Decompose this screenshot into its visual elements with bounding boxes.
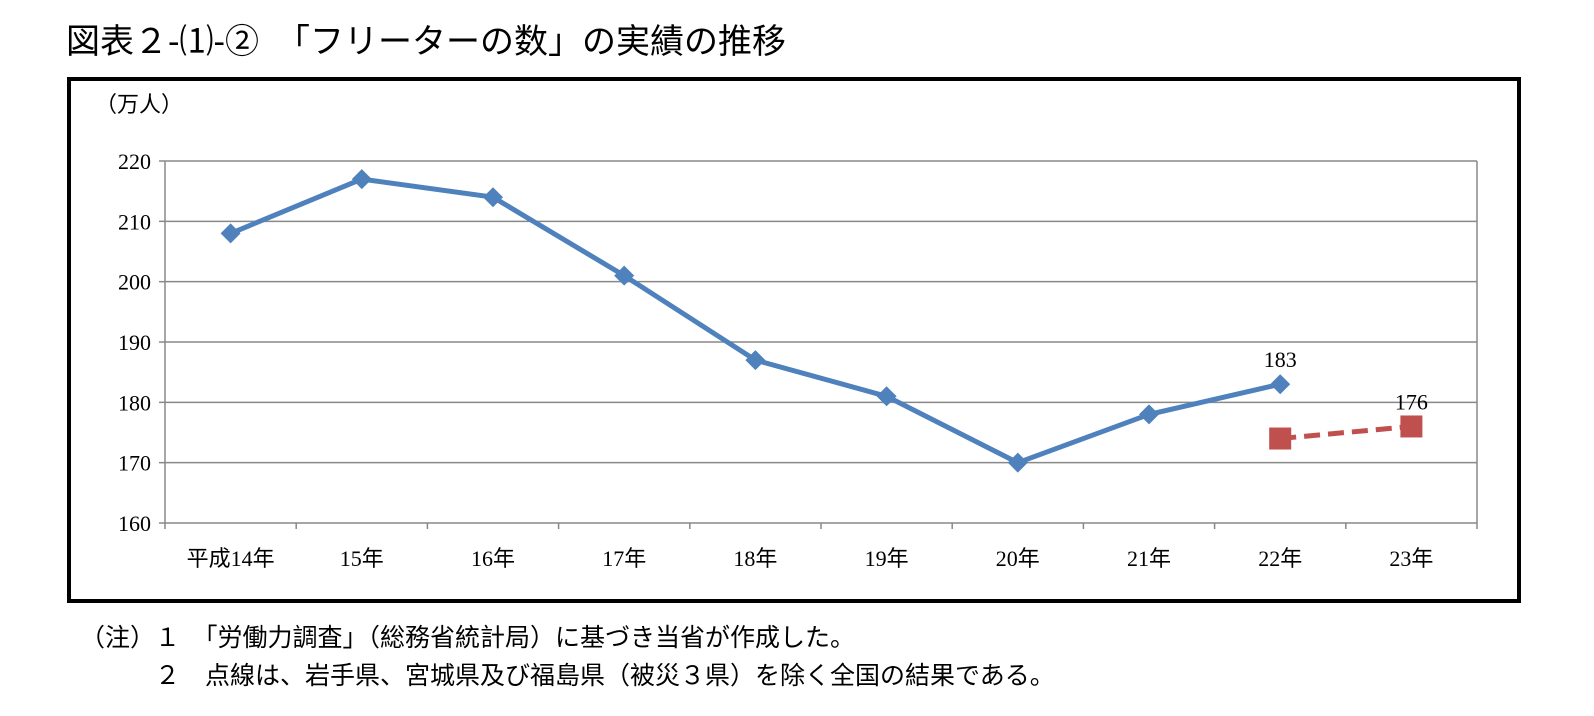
series-line-1 (1279, 423, 1412, 442)
x-tick-label: 15年 (340, 546, 384, 571)
chart-title: 図表２-⑴-② 「フリーターの数」の実績の推移 (66, 22, 786, 62)
note-1: （注）１ 「労働力調査」（総務省統計局）に基づき当省が作成した。 (80, 623, 856, 652)
y-tick-label: 220 (118, 149, 151, 174)
x-tick-label: 20年 (996, 546, 1040, 571)
data-point-diamond (1139, 404, 1159, 425)
x-tick-label: 23年 (1389, 546, 1433, 571)
data-point-diamond (220, 223, 241, 244)
note-2: ２ 点線は、岩手県、宮城県及び福島県（被災３県）を除く全国の結果である。 (80, 661, 1055, 690)
data-point-diamond (483, 187, 503, 208)
x-tick-label: 18年 (733, 546, 777, 571)
data-label: 176 (1395, 389, 1428, 414)
y-tick-label: 200 (118, 270, 151, 295)
chart-frame (67, 77, 1521, 603)
y-tick-label: 210 (118, 209, 151, 234)
data-point-diamond (1007, 452, 1028, 473)
x-tick-label: 19年 (865, 546, 909, 571)
data-point-square (1400, 415, 1423, 438)
data-point-diamond (745, 350, 766, 371)
data-point-diamond (351, 169, 372, 190)
y-tick-label: 170 (118, 451, 151, 476)
y-tick-label: 160 (118, 511, 151, 536)
x-tick-label: 16年 (471, 546, 515, 571)
data-point-diamond (614, 265, 635, 286)
x-tick-label: 22年 (1258, 546, 1302, 571)
x-tick-label: 平成14年 (187, 546, 275, 571)
y-tick-label: 190 (118, 330, 151, 355)
data-label: 183 (1264, 347, 1297, 372)
y-axis-unit: （万人） (95, 92, 183, 117)
data-point-square (1269, 427, 1292, 450)
data-point-diamond (1270, 374, 1291, 395)
data-point-diamond (876, 386, 897, 407)
x-tick-label: 17年 (602, 546, 646, 571)
y-tick-label: 180 (118, 390, 151, 415)
x-tick-label: 21年 (1127, 546, 1171, 571)
